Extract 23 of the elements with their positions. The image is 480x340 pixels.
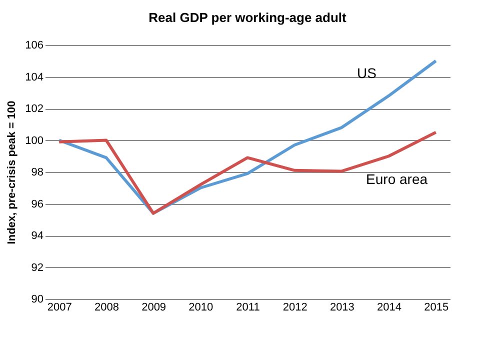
x-tick-label: 2015 — [424, 302, 449, 314]
series-label: US — [357, 64, 377, 81]
y-tick-label: 90 — [31, 294, 44, 306]
series-label: Euro area — [366, 171, 428, 188]
x-tick-label: 2007 — [47, 302, 72, 314]
y-tick-label: 96 — [31, 198, 44, 210]
y-tick-label: 100 — [25, 134, 44, 147]
x-tick-label: 2010 — [188, 302, 214, 314]
y-tick-label: 104 — [25, 71, 44, 84]
x-tick-label: 2008 — [94, 302, 119, 314]
x-tick-label: 2012 — [282, 302, 308, 314]
y-tick-label: 94 — [31, 230, 44, 242]
x-tick-label: 2011 — [236, 302, 260, 314]
line-series — [58, 130, 438, 215]
y-tick-label: 106 — [25, 40, 44, 52]
chart-title: Real GDP per working-age adult — [148, 10, 348, 25]
y-tick-label: 98 — [31, 166, 44, 178]
y-axis-title: Index, pre-crisis peak = 100 — [6, 100, 18, 244]
x-tick-label: 2013 — [330, 302, 354, 314]
x-tick-label: 2014 — [377, 302, 402, 314]
x-tick-label: 2009 — [142, 302, 166, 314]
y-tick-label: 102 — [25, 103, 44, 115]
y-tick-label: 92 — [31, 262, 44, 274]
